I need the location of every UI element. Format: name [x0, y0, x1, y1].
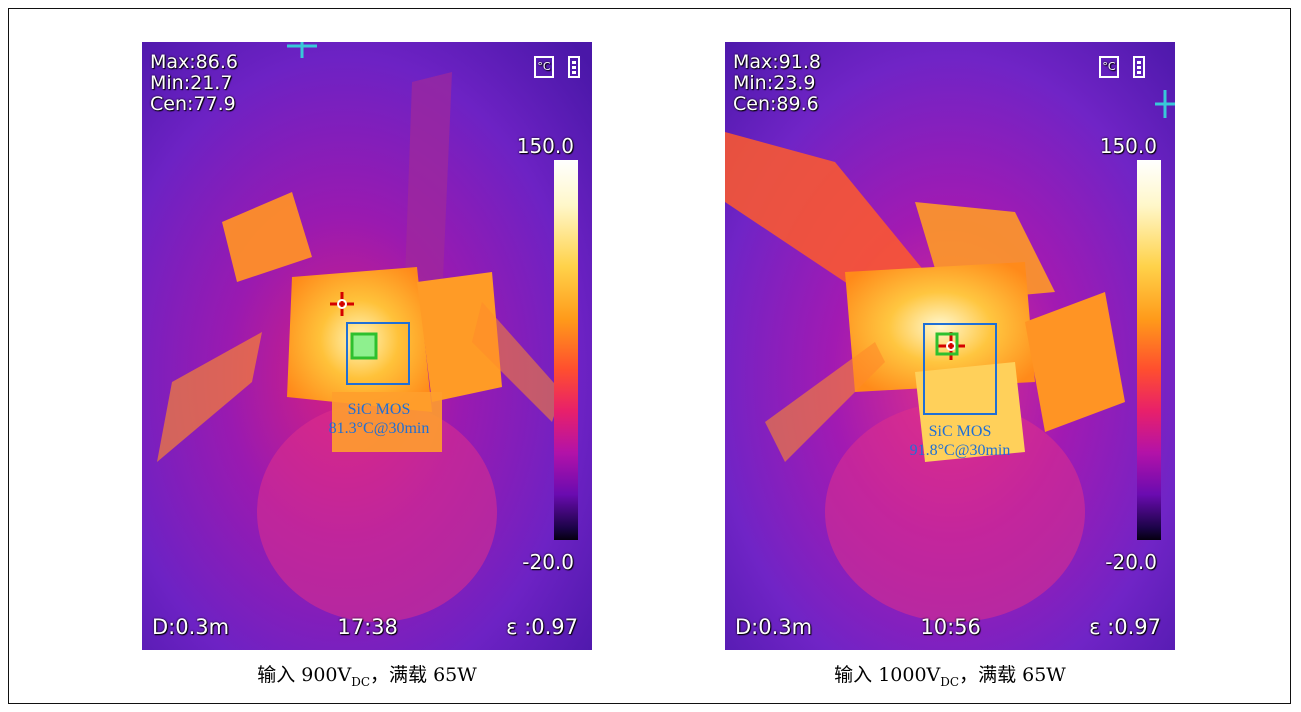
thermal-image-1000v: Max:91.8 Min:23.9 Cen:89.6 °C 150.0 -20.… — [725, 42, 1175, 650]
distance-readout: D:0.3m — [152, 615, 230, 639]
temperature-colorbar — [1137, 160, 1161, 540]
thermal-scene — [142, 42, 592, 650]
sic-mos-annotation: SiC MOS 81.3°C@30min — [304, 400, 454, 438]
thermometer-unit-icon: °C — [1099, 56, 1119, 78]
sic-mos-annotation: SiC MOS 91.8°C@30min — [885, 422, 1035, 460]
sic-mos-highlight-box — [346, 322, 410, 385]
caption-subscript: DC — [940, 674, 960, 689]
caption-subscript: DC — [351, 674, 371, 689]
annotation-value: 81.3°C@30min — [328, 420, 430, 437]
max-temp-crosshair-icon — [330, 292, 354, 316]
sic-mos-highlight-box — [923, 323, 997, 415]
center-temp-readout: Cen:77.9 — [150, 93, 236, 115]
battery-icon — [568, 56, 580, 78]
temperature-colorbar — [554, 160, 578, 540]
status-footer: D:0.3m 10:56 ε :0.97 — [735, 617, 1161, 638]
time-readout: 10:56 — [920, 615, 981, 639]
scale-max-label: 150.0 — [1099, 134, 1157, 158]
caption-prefix: 输入 900V — [257, 664, 352, 686]
scale-max-label: 150.0 — [516, 134, 574, 158]
temperature-readouts: Max:86.6 Min:21.7 Cen:77.9 — [150, 52, 238, 115]
thermal-image-900v: Max:86.6 Min:21.7 Cen:77.9 °C 150.0 -20.… — [142, 42, 592, 650]
min-temp-readout: Min:21.7 — [150, 72, 233, 94]
caption-1000v: 输入 1000VDC，满载 65W — [725, 660, 1175, 689]
min-temp-crosshair-icon — [287, 42, 317, 58]
thermal-scene — [725, 42, 1175, 650]
annotation-title: SiC MOS — [347, 401, 411, 418]
thermometer-unit-icon: °C — [534, 56, 554, 78]
temperature-readouts: Max:91.8 Min:23.9 Cen:89.6 — [733, 52, 821, 115]
scale-min-label: -20.0 — [1105, 550, 1157, 574]
caption-900v: 输入 900VDC，满载 65W — [142, 660, 592, 689]
min-temp-readout: Min:23.9 — [733, 72, 816, 94]
status-icons: °C — [534, 56, 580, 78]
caption-suffix: ，满载 65W — [370, 664, 477, 686]
status-footer: D:0.3m 17:38 ε :0.97 — [152, 617, 578, 638]
time-readout: 17:38 — [337, 615, 398, 639]
caption-suffix: ，满载 65W — [959, 664, 1066, 686]
status-icons: °C — [1099, 56, 1145, 78]
annotation-title: SiC MOS — [928, 423, 992, 440]
scale-min-label: -20.0 — [522, 550, 574, 574]
max-temp-readout: Max:86.6 — [150, 51, 238, 73]
annotation-value: 91.8°C@30min — [909, 442, 1011, 459]
min-temp-crosshair-icon — [1155, 90, 1175, 118]
distance-readout: D:0.3m — [735, 615, 813, 639]
max-temp-readout: Max:91.8 — [733, 51, 821, 73]
center-temp-readout: Cen:89.6 — [733, 93, 819, 115]
caption-prefix: 输入 1000V — [834, 664, 941, 686]
emissivity-readout: ε :0.97 — [506, 615, 578, 639]
emissivity-readout: ε :0.97 — [1089, 615, 1161, 639]
battery-icon — [1133, 56, 1145, 78]
